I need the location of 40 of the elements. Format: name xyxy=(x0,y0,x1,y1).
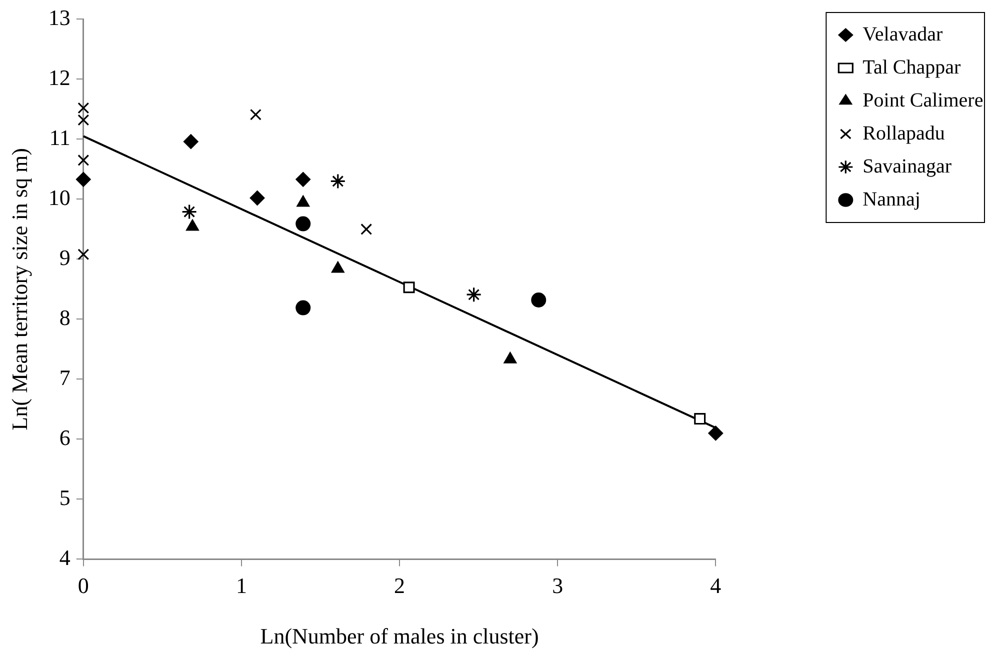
point xyxy=(296,216,311,232)
point xyxy=(296,172,311,187)
x-tick-label: 3 xyxy=(552,573,564,598)
y-tick-label: 6 xyxy=(59,424,70,450)
y-tick-label: 12 xyxy=(48,64,70,90)
point xyxy=(183,134,198,150)
point xyxy=(250,108,262,120)
x-tick-label: 1 xyxy=(236,573,247,598)
point xyxy=(403,282,415,294)
point xyxy=(466,286,482,302)
legend-label: Tal Chappar xyxy=(862,56,962,78)
y-tick-label: 9 xyxy=(59,244,70,270)
legend-label: Nannaj xyxy=(862,188,920,210)
y-tick-label: 5 xyxy=(59,484,70,510)
point xyxy=(182,204,198,220)
x-tick-label: 2 xyxy=(394,573,406,598)
y-tick-label: 10 xyxy=(48,184,70,210)
point xyxy=(360,223,372,235)
x-axis-title: Ln(Number of males in cluster) xyxy=(260,624,539,649)
legend-label: Rollapadu xyxy=(862,122,945,144)
point xyxy=(694,413,706,425)
point xyxy=(78,154,90,166)
y-axis-title: Ln( Mean territory size in sq m) xyxy=(6,148,32,430)
y-tick-label: 7 xyxy=(59,364,70,390)
point xyxy=(250,190,265,206)
point xyxy=(330,173,346,189)
point xyxy=(531,292,546,308)
x-tick-label: 4 xyxy=(710,573,722,598)
point xyxy=(296,300,311,316)
point xyxy=(708,426,724,441)
y-tick-label: 13 xyxy=(48,4,70,30)
legend-label: Savainagar xyxy=(862,155,952,178)
x-tick-label: 0 xyxy=(78,573,89,598)
y-tick-label: 11 xyxy=(49,124,70,150)
point xyxy=(78,248,90,260)
point xyxy=(76,172,91,187)
y-tick-label: 8 xyxy=(59,304,70,330)
legend-label: Point Calimere xyxy=(862,89,984,112)
legend-label: Velavadar xyxy=(862,23,943,46)
y-tick-label: 4 xyxy=(59,544,70,570)
